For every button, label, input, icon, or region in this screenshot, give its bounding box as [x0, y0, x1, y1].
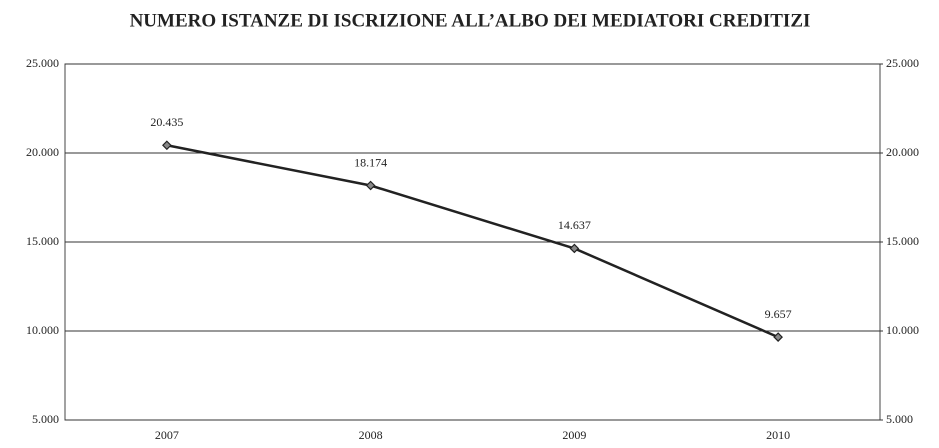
y-tick-label: 25.000 — [26, 56, 59, 70]
value-label: 9.657 — [765, 307, 792, 321]
x-tick-label: 2008 — [359, 428, 383, 442]
marker — [365, 180, 376, 191]
y-tick-label: 5.000 — [32, 412, 59, 426]
chart-title: NUMERO ISTANZE DI ISCRIZIONE ALL’ALBO DE… — [130, 10, 811, 31]
y2-tick-label: 10.000 — [886, 323, 919, 337]
y2-tick-label: 25.000 — [886, 56, 919, 70]
x-tick-label: 2009 — [562, 428, 586, 442]
x-tick-label: 2007 — [155, 428, 179, 442]
y-tick-label: 10.000 — [26, 323, 59, 337]
value-label: 20.435 — [150, 115, 183, 129]
y-tick-label: 15.000 — [26, 234, 59, 248]
y2-tick-label: 5.000 — [886, 412, 913, 426]
line — [166, 144, 779, 339]
value-label: 14.637 — [558, 218, 591, 232]
marker — [569, 243, 580, 254]
marker — [773, 332, 783, 342]
y2-tick-label: 15.000 — [886, 234, 919, 248]
x-tick-label: 2010 — [766, 428, 790, 442]
y2-tick-label: 20.000 — [886, 145, 919, 159]
y-tick-label: 20.000 — [26, 145, 59, 159]
marker — [162, 140, 172, 151]
value-label: 18.174 — [354, 155, 387, 169]
